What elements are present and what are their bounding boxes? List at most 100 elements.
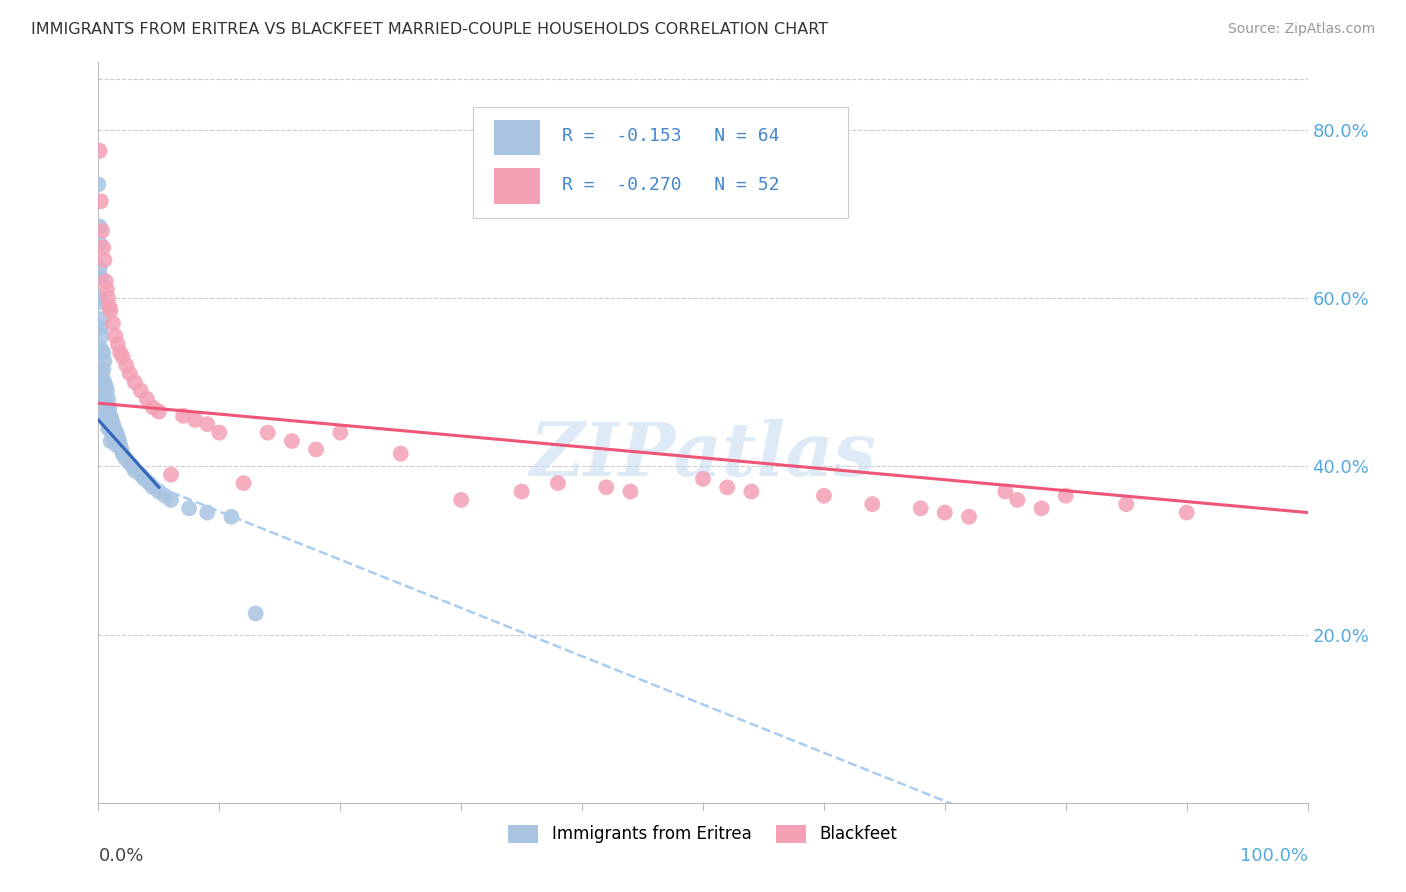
Point bbox=[245, 607, 267, 621]
Point bbox=[208, 425, 231, 440]
Text: ZIPatlas: ZIPatlas bbox=[530, 418, 876, 491]
Point bbox=[153, 489, 176, 503]
Point bbox=[97, 421, 120, 435]
Point bbox=[91, 345, 114, 359]
Point bbox=[172, 409, 194, 423]
Point bbox=[94, 379, 117, 393]
Point bbox=[740, 484, 762, 499]
Point bbox=[142, 401, 165, 415]
Point bbox=[89, 219, 111, 234]
Point bbox=[450, 492, 472, 507]
Point bbox=[101, 417, 124, 432]
Point bbox=[110, 442, 132, 457]
Point bbox=[148, 484, 170, 499]
Point bbox=[91, 392, 114, 406]
Point bbox=[184, 413, 207, 427]
Point bbox=[89, 144, 111, 158]
Point bbox=[124, 463, 146, 477]
Point bbox=[93, 375, 115, 389]
Text: R =  -0.153   N = 64: R = -0.153 N = 64 bbox=[561, 127, 779, 145]
Point bbox=[91, 345, 114, 359]
Point bbox=[118, 455, 141, 469]
Point bbox=[107, 430, 129, 444]
Point bbox=[716, 480, 738, 494]
Point bbox=[104, 329, 127, 343]
Point bbox=[619, 484, 641, 499]
Point bbox=[129, 384, 152, 398]
Point bbox=[105, 425, 128, 440]
Point bbox=[860, 497, 883, 511]
Point bbox=[108, 434, 131, 448]
Point bbox=[115, 359, 138, 373]
Bar bbox=[494, 120, 540, 155]
Point bbox=[160, 492, 183, 507]
Point bbox=[305, 442, 328, 457]
Point bbox=[179, 501, 201, 516]
Point bbox=[91, 312, 114, 326]
Point bbox=[93, 409, 115, 423]
Point bbox=[389, 447, 412, 461]
Point bbox=[96, 413, 118, 427]
Point bbox=[100, 413, 122, 427]
Point bbox=[87, 178, 110, 192]
FancyBboxPatch shape bbox=[474, 107, 848, 218]
Text: 0.0%: 0.0% bbox=[98, 847, 143, 865]
Point bbox=[813, 489, 835, 503]
Point bbox=[108, 438, 131, 452]
Bar bbox=[494, 169, 540, 204]
Point bbox=[93, 354, 115, 368]
Point bbox=[256, 425, 278, 440]
Point bbox=[90, 320, 112, 334]
Point bbox=[94, 409, 117, 423]
Point bbox=[90, 270, 112, 285]
Point bbox=[91, 224, 114, 238]
Point bbox=[89, 261, 111, 276]
Point bbox=[547, 476, 569, 491]
Point bbox=[510, 484, 533, 499]
Point bbox=[90, 194, 112, 209]
Point bbox=[138, 476, 160, 491]
Point bbox=[1007, 492, 1029, 507]
Point bbox=[96, 283, 118, 297]
Text: Source: ZipAtlas.com: Source: ZipAtlas.com bbox=[1227, 22, 1375, 37]
Point bbox=[103, 434, 125, 448]
Point bbox=[124, 375, 146, 389]
Point bbox=[100, 303, 122, 318]
Point bbox=[148, 404, 170, 418]
Point bbox=[91, 375, 114, 389]
Point bbox=[1031, 501, 1053, 516]
Point bbox=[994, 484, 1017, 499]
Point bbox=[595, 480, 617, 494]
Point bbox=[134, 472, 156, 486]
Point bbox=[98, 300, 121, 314]
Point bbox=[195, 417, 218, 432]
Point bbox=[90, 295, 112, 310]
Point bbox=[104, 425, 127, 440]
Point bbox=[329, 425, 352, 440]
Legend: Immigrants from Eritrea, Blackfeet: Immigrants from Eritrea, Blackfeet bbox=[502, 818, 904, 850]
Point bbox=[910, 501, 932, 516]
Point bbox=[105, 438, 128, 452]
Point bbox=[1054, 489, 1077, 503]
Text: 100.0%: 100.0% bbox=[1240, 847, 1308, 865]
Point bbox=[692, 472, 714, 486]
Point bbox=[94, 396, 117, 410]
Point bbox=[96, 384, 118, 398]
Point bbox=[108, 345, 131, 359]
Point bbox=[135, 392, 157, 406]
Point bbox=[91, 240, 114, 255]
Point bbox=[221, 509, 243, 524]
Point bbox=[100, 409, 122, 423]
Point bbox=[91, 329, 114, 343]
Point bbox=[121, 459, 143, 474]
Point bbox=[118, 367, 141, 381]
Point bbox=[103, 421, 125, 435]
Point bbox=[1175, 506, 1198, 520]
Point bbox=[107, 337, 129, 351]
Point bbox=[111, 447, 134, 461]
Point bbox=[934, 506, 956, 520]
Point bbox=[97, 409, 120, 423]
Point bbox=[101, 316, 124, 330]
Point bbox=[90, 342, 112, 356]
Point bbox=[129, 467, 152, 482]
